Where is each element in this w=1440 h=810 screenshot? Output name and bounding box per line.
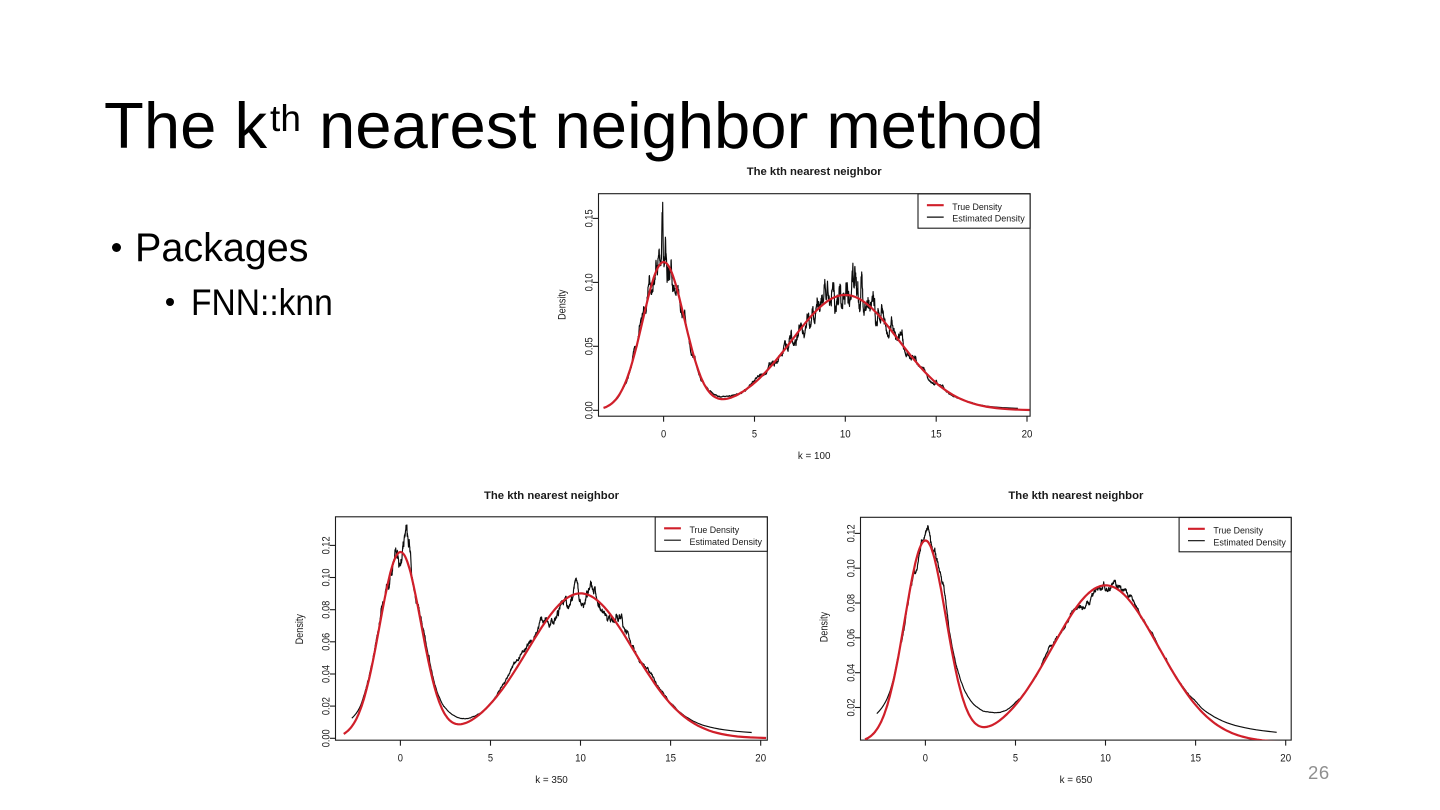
svg-text:0.04: 0.04 [321, 665, 333, 683]
svg-text:0.12: 0.12 [846, 524, 858, 542]
svg-text:Density: Density [556, 289, 568, 320]
svg-text:0.08: 0.08 [846, 594, 858, 612]
svg-text:0.08: 0.08 [321, 601, 333, 619]
svg-text:0: 0 [923, 753, 928, 765]
svg-text:0.00: 0.00 [321, 729, 333, 747]
svg-text:10: 10 [575, 753, 586, 765]
svg-text:0.15: 0.15 [584, 209, 596, 227]
svg-text:k = 100: k = 100 [798, 451, 831, 462]
svg-text:0.04: 0.04 [846, 664, 858, 682]
svg-text:True Density: True Density [690, 525, 740, 536]
svg-text:0: 0 [398, 753, 403, 765]
svg-text:0.05: 0.05 [584, 337, 596, 355]
svg-text:True Density: True Density [1213, 525, 1263, 536]
svg-text:15: 15 [1190, 753, 1201, 765]
svg-text:The kth nearest neighbor: The kth nearest neighbor [1008, 490, 1144, 502]
svg-text:Density: Density [819, 612, 831, 643]
svg-text:Estimated Density: Estimated Density [690, 537, 763, 548]
svg-text:0.06: 0.06 [321, 633, 333, 651]
svg-text:5: 5 [488, 753, 493, 765]
svg-text:10: 10 [840, 429, 851, 441]
svg-text:The kth nearest neighbor: The kth nearest neighbor [484, 490, 620, 502]
svg-text:0: 0 [661, 429, 666, 441]
svg-text:5: 5 [752, 429, 757, 441]
svg-text:The kth nearest neighbor: The kth nearest neighbor [747, 166, 883, 178]
svg-text:0.10: 0.10 [846, 559, 858, 577]
svg-text:20: 20 [1022, 429, 1033, 441]
svg-text:10: 10 [1100, 753, 1111, 765]
svg-text:k = 650: k = 650 [1060, 775, 1093, 786]
svg-text:Density: Density [294, 614, 306, 645]
svg-text:20: 20 [1280, 753, 1291, 765]
svg-text:20: 20 [755, 753, 766, 765]
svg-text:0.10: 0.10 [321, 569, 333, 587]
svg-text:15: 15 [665, 753, 676, 765]
svg-text:5: 5 [1013, 753, 1018, 765]
svg-text:0.12: 0.12 [321, 536, 333, 554]
svg-text:0.02: 0.02 [321, 697, 333, 715]
svg-text:15: 15 [931, 429, 942, 441]
svg-text:0.06: 0.06 [846, 629, 858, 647]
svg-text:Estimated Density: Estimated Density [1213, 537, 1286, 548]
svg-text:Estimated Density: Estimated Density [952, 214, 1025, 225]
svg-text:0.00: 0.00 [584, 401, 596, 419]
svg-text:k = 350: k = 350 [535, 775, 568, 786]
svg-text:0.10: 0.10 [584, 273, 596, 291]
svg-text:0.02: 0.02 [846, 699, 858, 717]
svg-text:True Density: True Density [952, 202, 1002, 213]
